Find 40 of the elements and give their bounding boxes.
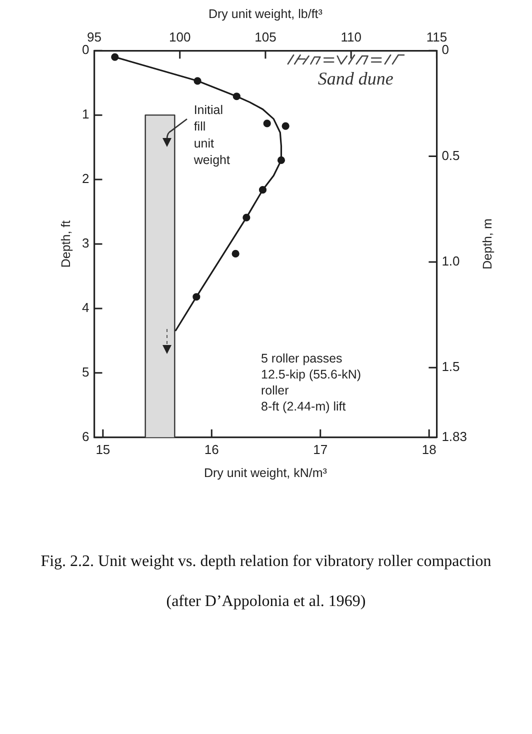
- y2-tick-label: 1.5: [442, 359, 460, 374]
- y-tick-label: 6: [82, 428, 90, 444]
- y-axis-title: Depth, ft: [58, 220, 73, 268]
- x-tick-label: 16: [204, 442, 219, 457]
- y2-tick-label: 1.83: [442, 428, 468, 444]
- y-tick-label: 1: [82, 106, 90, 122]
- caption: Fig. 2.2. Unit weight vs. depth relation for vibratory roller compaction: [40, 552, 492, 572]
- point: [277, 156, 286, 164]
- y2-tick-label: 1.0: [442, 254, 460, 269]
- y-tick-label: 3: [82, 236, 90, 251]
- x2-tick-label: 95: [86, 29, 102, 44]
- text: (after D’Appolonia et al. 1969): [165, 592, 367, 612]
- x2-tick-label: 110: [340, 29, 362, 44]
- x-tick-label: 17: [313, 442, 328, 457]
- y-tick-label: 5: [82, 364, 90, 380]
- y2-axis-title: Depth, m: [480, 218, 494, 270]
- point: [111, 53, 119, 61]
- x2-axis-title: Dry unit weight, lb/ft³: [208, 6, 322, 21]
- y2-tick-label: 0: [442, 42, 449, 58]
- point: [258, 186, 267, 194]
- point: [232, 92, 240, 100]
- y-tick-label: 0: [82, 42, 90, 58]
- y-tick-label: 4: [82, 300, 90, 316]
- y2-tick-label: 0.5: [442, 148, 460, 163]
- point: [194, 77, 202, 85]
- x-tick-label: 18: [422, 442, 436, 457]
- x-tick-label: 15: [96, 442, 110, 457]
- annotation: Sand dune: [318, 68, 394, 89]
- y-tick-label: 2: [82, 171, 90, 186]
- annotation: 5 roller passes 12.5-kip (55.6-kN) roller 8-ft (2.44-m) lift: [261, 352, 362, 414]
- point: [242, 214, 250, 222]
- x2-tick-label: 115: [426, 29, 448, 44]
- point: [232, 250, 240, 258]
- annotation: Initial fill unit weight: [192, 102, 230, 168]
- x2-tick-label: 100: [168, 29, 191, 44]
- x2-tick-label: 105: [254, 29, 276, 44]
- point: [282, 122, 290, 130]
- x-axis-title: Dry unit weight, kN/m³: [204, 466, 327, 480]
- point: [192, 293, 200, 301]
- point: [263, 120, 271, 128]
